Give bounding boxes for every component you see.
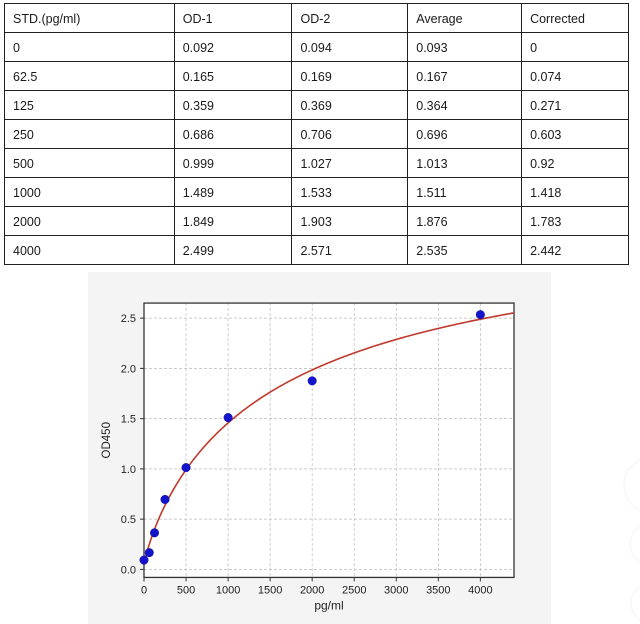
svg-text:4000: 4000	[468, 584, 492, 596]
svg-text:2500: 2500	[342, 584, 366, 596]
svg-text:1.0: 1.0	[121, 464, 136, 476]
svg-text:0.5: 0.5	[121, 514, 136, 526]
svg-text:1500: 1500	[258, 584, 282, 596]
svg-text:2.5: 2.5	[121, 313, 136, 325]
svg-text:0: 0	[141, 584, 147, 596]
svg-text:3500: 3500	[426, 584, 450, 596]
svg-text:3000: 3000	[384, 584, 408, 596]
svg-text:0.0: 0.0	[121, 564, 136, 576]
svg-text:2000: 2000	[300, 584, 324, 596]
svg-text:1000: 1000	[216, 584, 240, 596]
svg-text:1.5: 1.5	[121, 414, 136, 426]
svg-text:OD450: OD450	[101, 422, 113, 458]
svg-text:pg/ml: pg/ml	[314, 598, 343, 612]
svg-text:2.0: 2.0	[121, 363, 136, 375]
svg-text:500: 500	[177, 584, 195, 596]
